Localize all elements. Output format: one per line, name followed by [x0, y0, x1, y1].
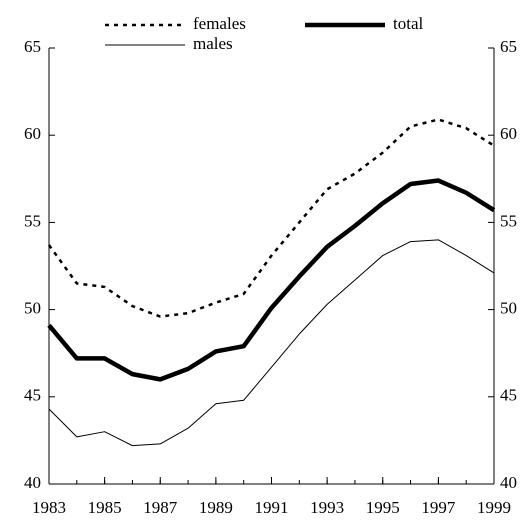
y2-tick-label: 60 [500, 124, 517, 143]
y-tick-label: 55 [24, 211, 41, 230]
x-tick-label: 1993 [310, 498, 344, 517]
y-tick-label: 45 [24, 386, 41, 405]
series-line [47, 178, 496, 382]
legend-label: females [193, 14, 246, 33]
y2-tick-label: 45 [500, 386, 517, 405]
y2-tick-label: 40 [500, 473, 517, 492]
x-tick-label: 1987 [143, 498, 178, 517]
y-tick-label: 40 [24, 473, 41, 492]
legend-label: total [393, 14, 423, 33]
series-line [48, 239, 495, 447]
series-line [47, 118, 495, 318]
x-tick-label: 1989 [199, 498, 233, 517]
x-tick-label: 1985 [88, 498, 122, 517]
x-tick-label: 1995 [366, 498, 400, 517]
y2-tick-label: 65 [500, 37, 517, 56]
y-tick-label: 60 [24, 124, 41, 143]
x-tick-label: 1999 [477, 498, 511, 517]
y2-tick-label: 55 [500, 211, 517, 230]
y-tick-label: 65 [24, 37, 41, 56]
y-tick-label: 50 [24, 299, 41, 318]
legend-label: males [193, 34, 233, 53]
x-tick-label: 1997 [421, 498, 456, 517]
y2-tick-label: 50 [500, 299, 517, 318]
x-tick-label: 1983 [32, 498, 66, 517]
x-tick-label: 1991 [255, 498, 289, 517]
